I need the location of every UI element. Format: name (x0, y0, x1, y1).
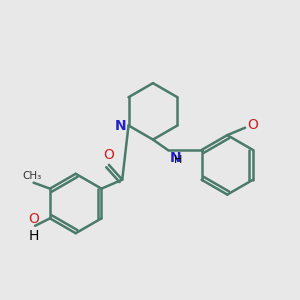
Text: N: N (169, 151, 181, 165)
Text: O: O (28, 212, 39, 226)
Text: H: H (28, 230, 39, 243)
Text: O: O (248, 118, 258, 132)
Text: CH₃: CH₃ (22, 171, 42, 181)
Text: H: H (174, 155, 183, 165)
Text: O: O (103, 148, 114, 163)
Text: N: N (115, 119, 126, 133)
